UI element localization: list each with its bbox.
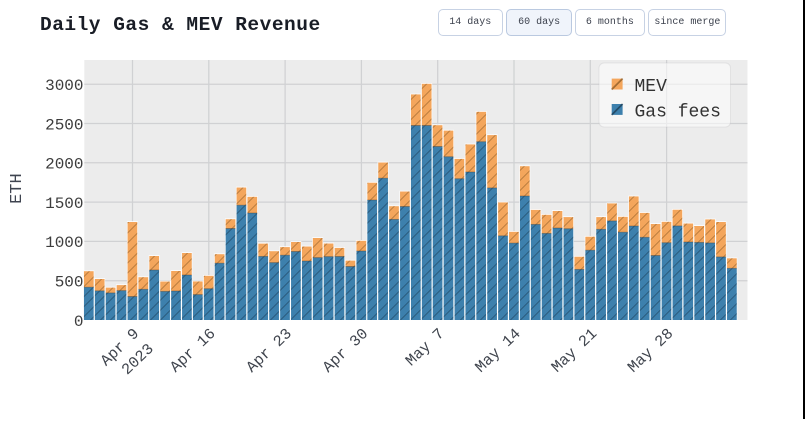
svg-text:Gas fees: Gas fees <box>635 103 721 123</box>
svg-text:0: 0 <box>74 313 84 331</box>
svg-text:ETH: ETH <box>8 173 27 204</box>
svg-text:1000: 1000 <box>45 234 83 252</box>
svg-text:2500: 2500 <box>45 116 83 134</box>
svg-text:2000: 2000 <box>45 156 83 174</box>
svg-text:3000: 3000 <box>45 77 83 95</box>
svg-text:MEV: MEV <box>635 77 668 97</box>
svg-text:500: 500 <box>55 274 84 292</box>
svg-text:1500: 1500 <box>45 195 83 213</box>
